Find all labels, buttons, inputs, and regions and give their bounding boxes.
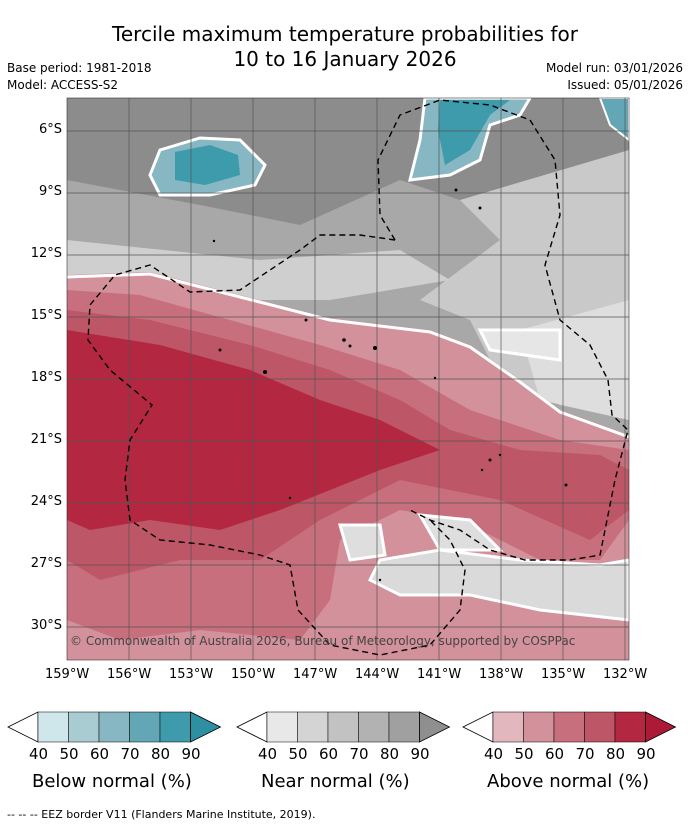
colorbar-tick: 60 (545, 745, 565, 763)
lat-label: 6°S (38, 122, 62, 137)
colorbar-segment (98, 711, 130, 743)
colorbar-segment (129, 711, 161, 743)
model-name: Model: ACCESS-S2 (7, 78, 119, 92)
islands (212, 188, 568, 582)
lat-label: 30°S (30, 618, 62, 633)
lon-label: 156°W (107, 667, 152, 682)
lat-label: 9°S (38, 184, 62, 199)
lon-label: 138°W (479, 667, 524, 682)
colorbar-label: Above normal (%) (487, 771, 650, 792)
lat-label: 15°S (30, 308, 62, 323)
base-period: Base period: 1981-2018 (7, 61, 152, 75)
colorbar-tick: 80 (606, 745, 626, 763)
colorbar-tick: 80 (151, 745, 171, 763)
near-normal-patch-4 (477, 328, 562, 362)
colorbar-segment (614, 711, 646, 743)
lat-label: 12°S (30, 246, 62, 261)
colorbar-segment (159, 711, 191, 743)
colorbar-left-arrow (7, 711, 39, 743)
colorbar-segment (266, 711, 298, 743)
title-line-1: Tercile maximum temperature probabilitie… (112, 22, 578, 46)
lon-label: 135°W (541, 667, 586, 682)
colorbar-segment (37, 711, 69, 743)
colorbar-segment (68, 711, 100, 743)
copyright-notice: © Commonwealth of Australia 2026, Bureau… (70, 634, 576, 648)
colorbar-segment (492, 711, 524, 743)
colorbar-segment (388, 711, 420, 743)
colorbar-label: Below normal (%) (32, 771, 192, 792)
colorbar-segment (327, 711, 359, 743)
colorbar-right-arrow (645, 711, 677, 743)
map-frame (66, 97, 630, 661)
model-run: Model run: 03/01/2026 (545, 61, 683, 75)
map-field (67, 98, 629, 660)
chart-title: Tercile maximum temperature probabilitie… (0, 22, 690, 72)
lat-label: 24°S (30, 494, 62, 509)
lon-label: 153°W (169, 667, 214, 682)
colorbar-2 (462, 711, 677, 743)
colorbar-1 (236, 711, 451, 743)
meta-right: Model run: 03/01/2026 Issued: 05/01/2026 (546, 60, 683, 94)
colorbar-segment (358, 711, 390, 743)
colorbar-tick: 60 (319, 745, 339, 763)
colorbar-tick: 90 (636, 745, 656, 763)
grid-lines (67, 98, 629, 660)
lon-label: 132°W (603, 667, 648, 682)
meta-left: Base period: 1981-2018 Model: ACCESS-S2 (7, 60, 152, 94)
colorbar-label: Near normal (%) (261, 771, 410, 792)
colorbar-tick: 40 (258, 745, 278, 763)
colorbar-tick: 80 (380, 745, 400, 763)
colorbar-0 (7, 711, 222, 743)
colorbar-tick: 90 (181, 745, 201, 763)
colorbar-tick: 50 (59, 745, 79, 763)
colorbar-segment (553, 711, 585, 743)
colorbar-segment (297, 711, 329, 743)
tercile-boundary (67, 272, 629, 439)
colorbar-tick: 90 (410, 745, 430, 763)
eez-footnote: -- -- -- EEZ border V11 (Flanders Marine… (7, 808, 316, 821)
colorbar-tick: 50 (288, 745, 308, 763)
colorbar-tick: 40 (29, 745, 49, 763)
lat-label: 18°S (30, 370, 62, 385)
below-normal-blob-east (598, 98, 629, 142)
colorbar-tick: 70 (120, 745, 140, 763)
colorbar-right-arrow (419, 711, 451, 743)
lon-label: 141°W (417, 667, 462, 682)
near-normal-south-patch (367, 548, 629, 622)
colorbar-tick: 60 (90, 745, 110, 763)
colorbar-left-arrow (462, 711, 494, 743)
eez-borders (87, 99, 629, 656)
lon-label: 159°W (45, 667, 90, 682)
title-line-2: 10 to 16 January 2026 (233, 47, 457, 71)
colorbar-tick: 50 (514, 745, 534, 763)
colorbar-right-arrow (190, 711, 222, 743)
colorbar-left-arrow (236, 711, 268, 743)
issued-date: Issued: 05/01/2026 (567, 78, 683, 92)
colorbar-tick: 40 (484, 745, 504, 763)
colorbar-tick: 70 (575, 745, 595, 763)
colorbar-tick: 70 (349, 745, 369, 763)
near-normal-patch-3 (338, 523, 387, 562)
below-normal-core-north (438, 100, 510, 165)
lat-label: 27°S (30, 556, 62, 571)
lon-label: 150°W (231, 667, 276, 682)
lat-label: 21°S (30, 432, 62, 447)
colorbar-segment (523, 711, 555, 743)
colorbar-segment (584, 711, 616, 743)
colorbars (7, 711, 677, 743)
above-normal-90-region (67, 330, 440, 530)
lon-label: 144°W (355, 667, 400, 682)
lon-label: 147°W (293, 667, 338, 682)
